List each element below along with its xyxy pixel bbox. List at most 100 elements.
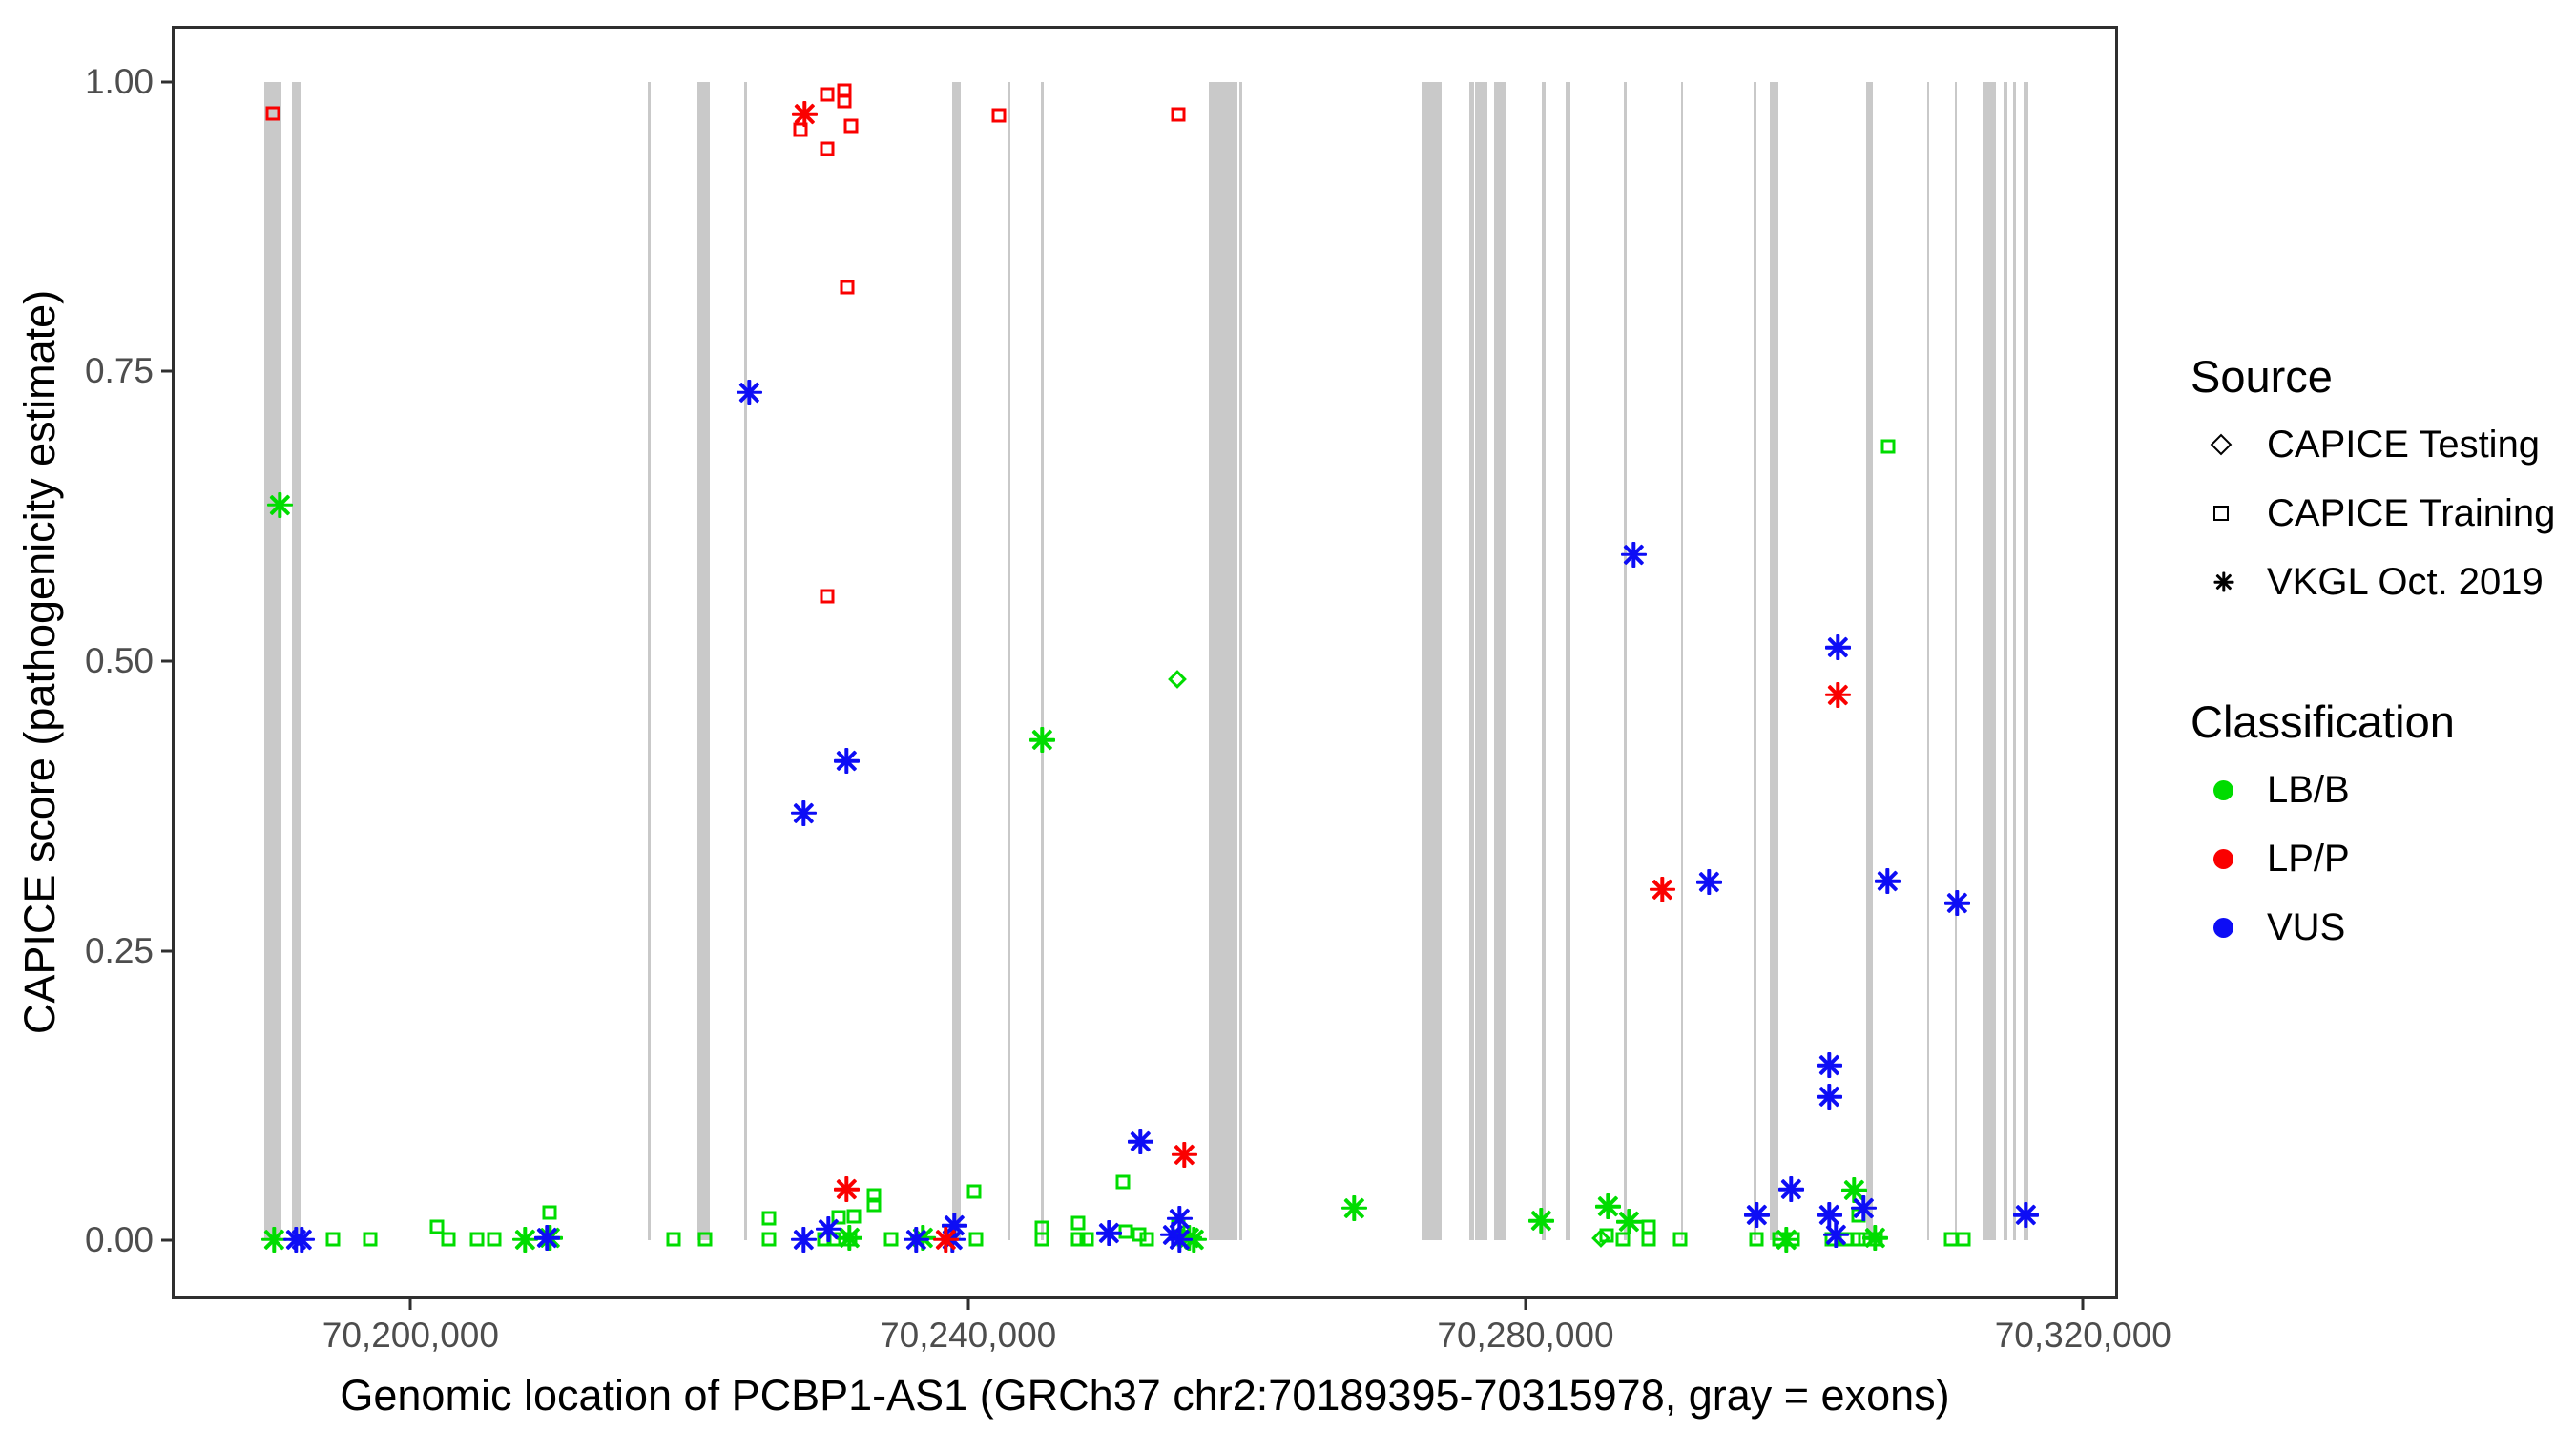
exon-band (1468, 81, 1474, 1241)
data-point-asterisk (534, 1225, 561, 1252)
data-point-asterisk (266, 491, 293, 518)
data-point-asterisk (736, 379, 762, 405)
data-point-asterisk (1875, 868, 1901, 895)
data-point-asterisk (834, 747, 861, 774)
data-point-square (1615, 1232, 1631, 1247)
y-tick-label: 0.75 (84, 351, 154, 391)
legend-classification-title: Classification (2191, 696, 2455, 747)
data-point-asterisk (1128, 1129, 1154, 1155)
data-point-asterisk (511, 1226, 538, 1253)
y-axis-title: CAPICE score (pathogenicity estimate) (15, 289, 64, 1035)
data-point-diamond (1167, 670, 1187, 690)
y-tick (161, 80, 175, 84)
exon-band (1041, 81, 1045, 1241)
y-tick (161, 369, 175, 373)
data-point-asterisk (1778, 1176, 1805, 1203)
data-point-asterisk (1340, 1194, 1367, 1221)
square-icon (2213, 506, 2229, 521)
exon-band (1238, 81, 1242, 1241)
data-point-asterisk (260, 1226, 287, 1253)
exon-band (1541, 81, 1546, 1241)
data-point-square (831, 1210, 846, 1225)
y-tick-label: 0.50 (84, 640, 154, 680)
exon-band (1008, 81, 1011, 1241)
data-point-asterisk (1944, 890, 1971, 917)
data-point-asterisk (1028, 727, 1055, 754)
data-point-asterisk (1743, 1202, 1770, 1228)
exon-band (1983, 81, 1997, 1241)
y-tick (161, 949, 175, 953)
data-point-square (469, 1232, 485, 1247)
exon-band (1955, 81, 1958, 1241)
exon-band (2013, 81, 2017, 1241)
exon-band (2004, 81, 2008, 1241)
data-point-square (966, 1184, 982, 1199)
x-tick (2081, 1296, 2085, 1310)
data-point-asterisk (1816, 1052, 1842, 1079)
data-point-square (761, 1211, 777, 1226)
data-point-asterisk (1862, 1225, 1889, 1252)
data-point-asterisk (1594, 1193, 1621, 1220)
data-point-square (697, 1232, 713, 1247)
legend-label: LB/B (2267, 768, 2350, 811)
data-point-square (325, 1232, 341, 1247)
data-point-square (991, 108, 1007, 123)
data-point-square (761, 1232, 777, 1247)
legend-classification: Classification LB/B LP/P VUS (2191, 698, 2576, 962)
blue-dot-icon (2213, 917, 2233, 938)
data-point-square (1749, 1232, 1764, 1247)
exon-band (1422, 81, 1443, 1241)
data-point-asterisk (792, 101, 819, 128)
data-point-square (820, 87, 835, 102)
diamond-icon (2210, 433, 2233, 456)
data-point-asterisk (1649, 876, 1675, 902)
x-tick (408, 1296, 412, 1310)
data-point-square (1672, 1232, 1688, 1247)
data-point-square (1880, 439, 1896, 454)
x-tick-label: 70,200,000 (322, 1316, 499, 1355)
legend-classification-items: LB/B LP/P VUS (2191, 756, 2576, 962)
data-point-square (1070, 1232, 1086, 1247)
exon-band (1493, 81, 1506, 1241)
data-point-asterisk (1841, 1177, 1868, 1204)
data-point-square (883, 1232, 899, 1247)
legend-item-vus: VUS (2191, 893, 2576, 962)
data-point-square (840, 280, 855, 295)
data-point-square (542, 1205, 557, 1220)
data-point-square (820, 141, 835, 156)
data-point-square (1070, 1215, 1086, 1231)
data-point-square (793, 122, 808, 137)
legend-label: CAPICE Training (2267, 491, 2556, 534)
data-point-square (1599, 1228, 1614, 1243)
legend-source-items: CAPICE Testing CAPICE Training VKGL Oct.… (2191, 410, 2576, 616)
data-point-square (1641, 1232, 1656, 1247)
exon-band (1474, 81, 1487, 1241)
red-dot-icon (2213, 848, 2233, 869)
data-point-square (1171, 107, 1186, 122)
exon-band (291, 81, 301, 1241)
data-point-square (1118, 1224, 1133, 1238)
data-point-square (666, 1232, 681, 1247)
x-axis-title: Genomic location of PCBP1-AS1 (GRCh37 ch… (340, 1371, 1950, 1420)
data-point-asterisk (1824, 633, 1851, 660)
data-point-asterisk (2012, 1202, 2039, 1228)
exon-band (697, 81, 711, 1241)
exon-band (1565, 81, 1570, 1241)
legend-label: VUS (2267, 905, 2346, 948)
x-tick (966, 1296, 970, 1310)
data-point-square (1956, 1232, 1971, 1247)
data-point-asterisk (1823, 1221, 1850, 1248)
data-point-square (1115, 1174, 1131, 1190)
legend-label: VKGL Oct. 2019 (2267, 560, 2544, 603)
data-point-asterisk (1171, 1141, 1197, 1168)
data-point-square (837, 93, 852, 109)
data-point-asterisk (1696, 869, 1723, 896)
legend-item-lpp: LP/P (2191, 824, 2576, 893)
data-point-square (1139, 1232, 1154, 1247)
data-point-asterisk (1180, 1226, 1207, 1253)
legend-item-capice-training: CAPICE Training (2191, 479, 2576, 548)
vus-key (2191, 917, 2267, 938)
data-point-square (487, 1232, 502, 1247)
legend-source-title: Source (2191, 351, 2333, 402)
